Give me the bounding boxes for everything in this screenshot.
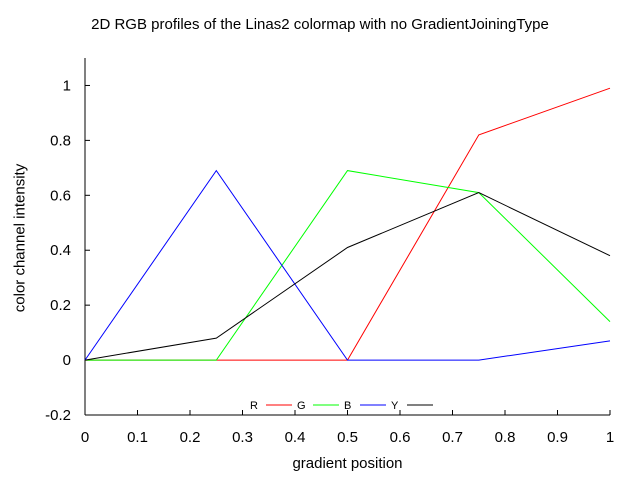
y-tick-label: 0.8	[50, 132, 71, 149]
series-line-g	[85, 170, 611, 361]
y-tick-label: 1	[63, 77, 71, 94]
x-tick-label: 0.1	[127, 429, 148, 446]
legend-label-b: B	[344, 400, 351, 412]
legend-label-y: Y	[391, 400, 399, 412]
series-lines	[84, 87, 611, 361]
x-tick-label: 0.4	[285, 429, 306, 446]
series-line-y	[84, 192, 611, 361]
legend-label-r: R	[250, 400, 258, 412]
series-line-r	[85, 87, 611, 361]
y-tick-label: 0.2	[50, 297, 71, 314]
x-axis-label: gradient position	[292, 455, 403, 472]
y-tick-label: 0.6	[50, 187, 71, 204]
y-tick-label: -0.2	[45, 407, 71, 424]
x-tick-label: 0.8	[495, 429, 516, 446]
legend-label-g: G	[297, 400, 306, 412]
x-tick-label: 0.2	[180, 429, 201, 446]
x-tick-label: 0.5	[337, 429, 358, 446]
x-tick-label: 0.3	[232, 429, 253, 446]
x-tick-label: 0.6	[390, 429, 411, 446]
x-tick-label: 1	[606, 429, 614, 446]
x-tick-label: 0	[81, 429, 89, 446]
y-tick-label: 0	[63, 352, 71, 369]
series-line-b	[84, 169, 611, 361]
x-tick-label: 0.7	[442, 429, 463, 446]
y-tick-label: 0.4	[50, 242, 71, 259]
chart-title: 2D RGB profiles of the Linas2 colormap w…	[91, 16, 549, 33]
x-tick-label: 0.9	[547, 429, 568, 446]
axes: -0.2 0 0.2 0.4 0.6 0.8 1 0 0.1 0.2 0.3 0.4 0.5 0.6 0.7…	[45, 58, 614, 446]
